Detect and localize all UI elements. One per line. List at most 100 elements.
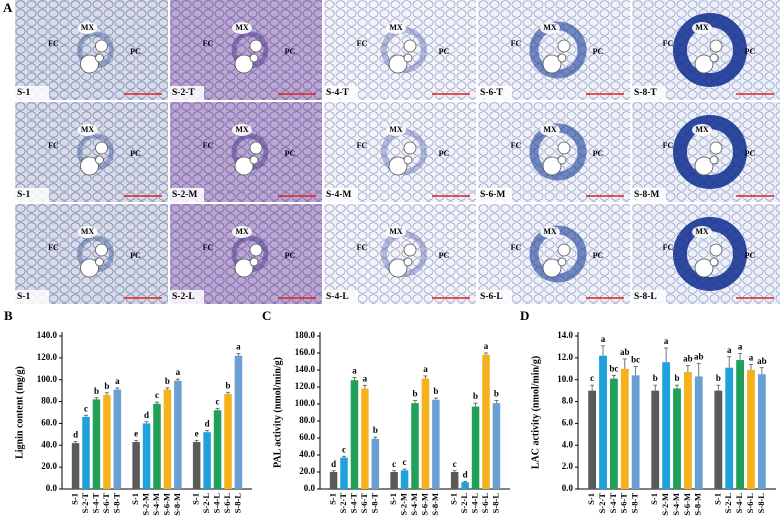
label-bg (77, 22, 98, 34)
label-bg (478, 86, 512, 100)
vessel (95, 155, 104, 165)
vessel (249, 141, 263, 155)
bar (609, 378, 618, 489)
vessel (249, 155, 259, 165)
annotation: MX (81, 125, 95, 134)
bar (662, 362, 671, 489)
x-tick-label: S-1 (328, 493, 338, 505)
x-tick-label: S-2-L (723, 493, 733, 514)
x-tick-label: S-4-T (608, 493, 618, 514)
significance-letter: a (738, 342, 743, 352)
significance-letter: c (216, 397, 220, 407)
cell-texture (324, 204, 476, 304)
cell-texture (15, 102, 168, 202)
bar (329, 472, 338, 489)
significance-letter: bc (631, 355, 640, 365)
annotation: MX (235, 125, 249, 134)
micrograph: MX FC PC S-1 (15, 0, 168, 100)
label-bg (632, 86, 666, 100)
annotation: FC (511, 141, 522, 150)
vascular-ring (673, 217, 747, 291)
y-tick-label: 80.0 (41, 396, 57, 406)
label-bg (232, 22, 252, 34)
bar (588, 390, 597, 489)
vessel (95, 53, 104, 63)
error-bar (601, 345, 606, 356)
annotation: FC (663, 39, 674, 48)
image-label: S-6-L (480, 292, 503, 302)
label-bg (478, 290, 512, 304)
error-bar (473, 402, 478, 407)
label-bg (170, 290, 204, 304)
bar (163, 389, 172, 489)
bar (203, 432, 211, 489)
annotation: PC (285, 251, 296, 260)
x-tick-label: S-8-L (756, 493, 766, 514)
label-bg (540, 226, 560, 238)
vessel (542, 54, 562, 74)
label-bg (77, 226, 98, 238)
significance-letter: c (342, 444, 346, 454)
vascular-ring (673, 13, 747, 87)
error-bar (423, 375, 428, 379)
label-bg (540, 124, 560, 136)
significance-letter: b (716, 373, 721, 383)
vessel (557, 155, 567, 165)
error-bar (685, 365, 690, 373)
image-label: S-4-T (326, 88, 349, 98)
bar (673, 388, 681, 489)
image-label: S-4-M (326, 190, 351, 200)
image-label: S-2-M (172, 190, 197, 200)
significance-letter: c (84, 403, 88, 413)
annotation: PC (439, 251, 450, 260)
bar (371, 438, 380, 489)
x-tick-label: S-8-T (630, 493, 640, 514)
annotation: MX (81, 227, 95, 236)
label-bg (692, 124, 712, 136)
bar (92, 399, 101, 489)
x-tick-label: S-2-T (80, 493, 90, 514)
x-tick-label: S-2-L (459, 493, 469, 514)
label-bg (15, 290, 49, 304)
annotation: MX (81, 23, 95, 32)
significance-letter: a (727, 345, 732, 355)
micrograph: MX FC PC S-4-M (324, 102, 476, 202)
x-tick-label: S-4-M (151, 493, 161, 516)
micrograph: MX FC PC S-2-M (170, 102, 322, 202)
significance-letter: a (664, 336, 669, 346)
error-bar (144, 421, 149, 424)
bar (631, 375, 640, 489)
micrograph: MX FC PC S-8-L (632, 204, 780, 304)
annotation: PC (439, 149, 450, 158)
image-label: S-8-L (634, 292, 657, 302)
annotation: PC (745, 251, 756, 260)
significance-letter: a (352, 366, 357, 376)
x-tick-label: S-8-M (693, 493, 703, 516)
vessel (80, 54, 99, 74)
cell-texture (478, 204, 630, 304)
cell-texture (478, 0, 630, 100)
label-bg (478, 188, 512, 202)
significance-letter: b (412, 389, 417, 399)
annotation: FC (511, 243, 522, 252)
bar (450, 472, 459, 489)
annotation: PC (745, 47, 756, 56)
significance-letter: b (165, 376, 170, 386)
annotation: PC (593, 47, 604, 56)
error-bar (392, 470, 397, 472)
y-tick-label: 0.0 (46, 483, 58, 493)
error-bar (748, 364, 753, 370)
x-tick-label: S-4-L (212, 493, 222, 514)
bar (757, 374, 766, 489)
bar (340, 457, 348, 489)
significance-letter: b (473, 391, 478, 401)
y-tick-label: 100.0 (295, 398, 316, 408)
y-tick-label: 20.0 (41, 461, 57, 471)
error-bar (94, 397, 99, 400)
bar (390, 472, 398, 489)
y-tick-label: 60.0 (299, 432, 315, 442)
bar (620, 368, 629, 489)
y-tick-label: 80.0 (299, 415, 315, 425)
bar (350, 380, 359, 489)
x-tick-label: S-8-T (369, 493, 379, 514)
